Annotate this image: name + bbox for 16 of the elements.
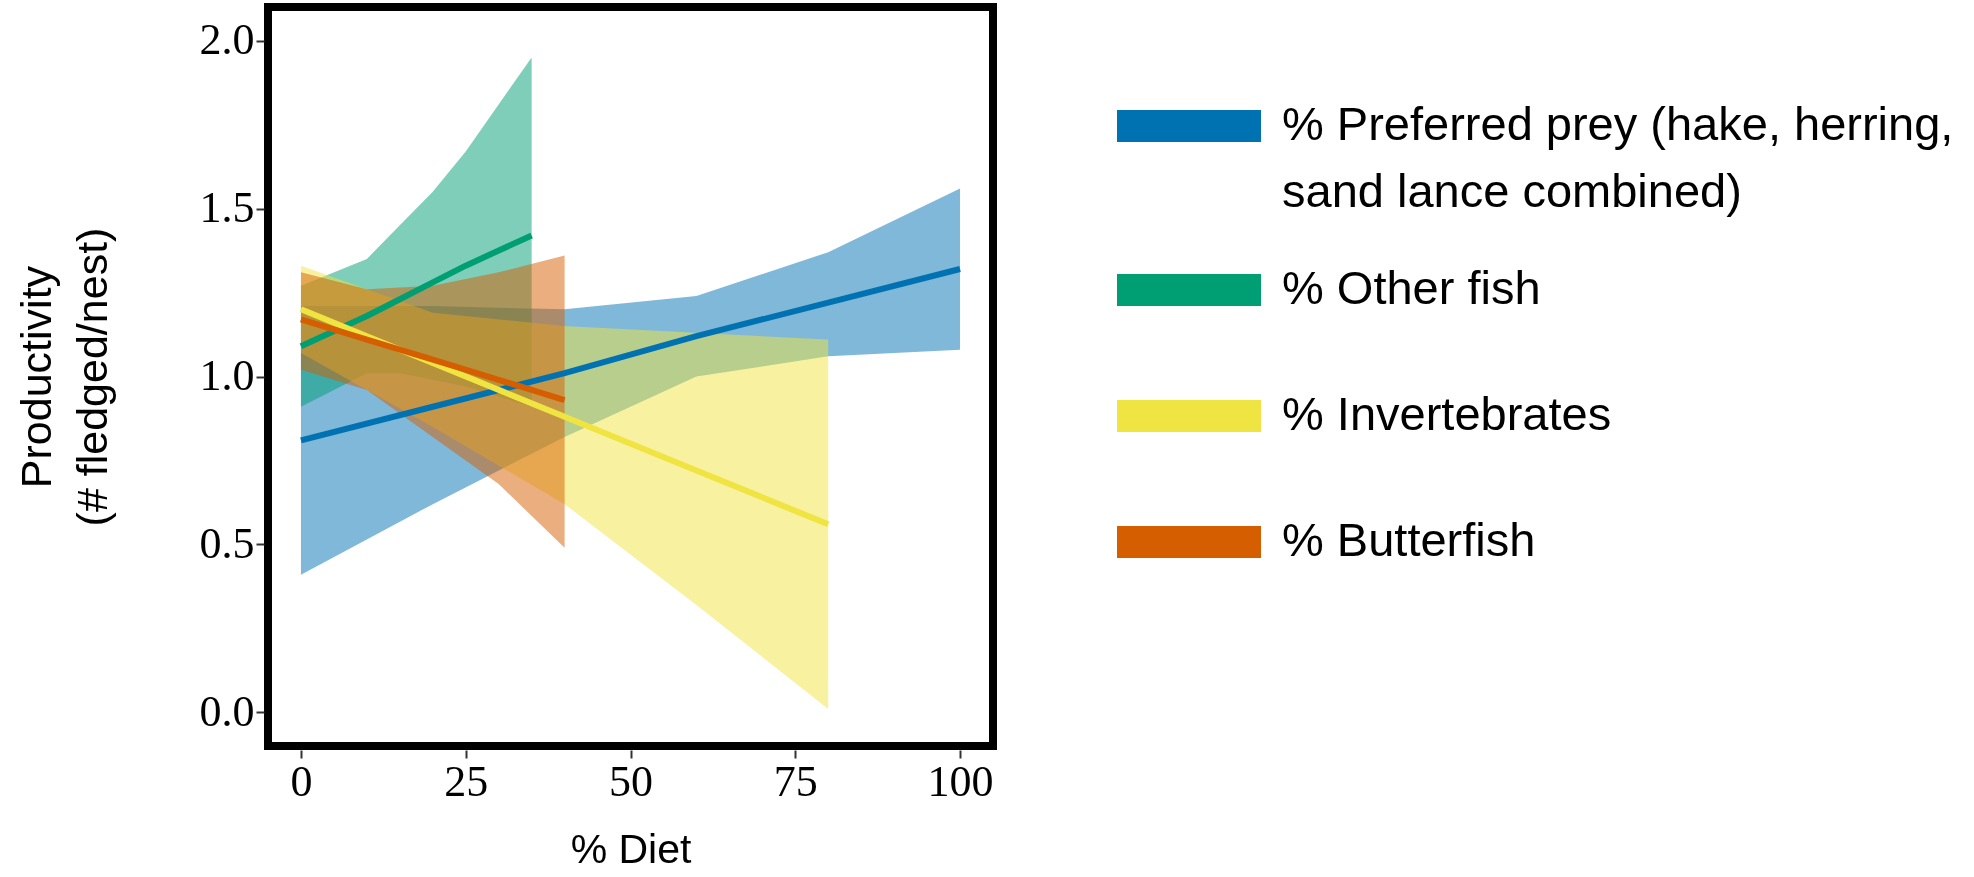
x-axis-title: % Diet (570, 825, 692, 872)
x-tick-label: 0 (290, 756, 313, 806)
x-tick-label: 75 (773, 756, 818, 806)
x-tick-label: 100 (927, 756, 994, 806)
y-tick-label: 0.5 (199, 518, 255, 568)
x-tick-label: 25 (444, 756, 489, 806)
y-tick-label: 1.0 (199, 351, 255, 400)
y-tick-label: 1.5 (199, 183, 255, 233)
legend-label: % Butterfish (1282, 513, 1536, 566)
y-axis-title: Productivity (# fledged/nest) (11, 227, 116, 527)
legend-label: % Invertebrates (1282, 387, 1612, 440)
x-tick-label: 50 (609, 756, 653, 806)
y-tick-label: 0.0 (199, 686, 255, 736)
y-tick-label: 2.0 (199, 15, 255, 65)
legend-label: % Preferred prey (hake, herring, sand lance combined) (1282, 97, 1954, 217)
legend-label: % Other fish (1282, 261, 1541, 314)
